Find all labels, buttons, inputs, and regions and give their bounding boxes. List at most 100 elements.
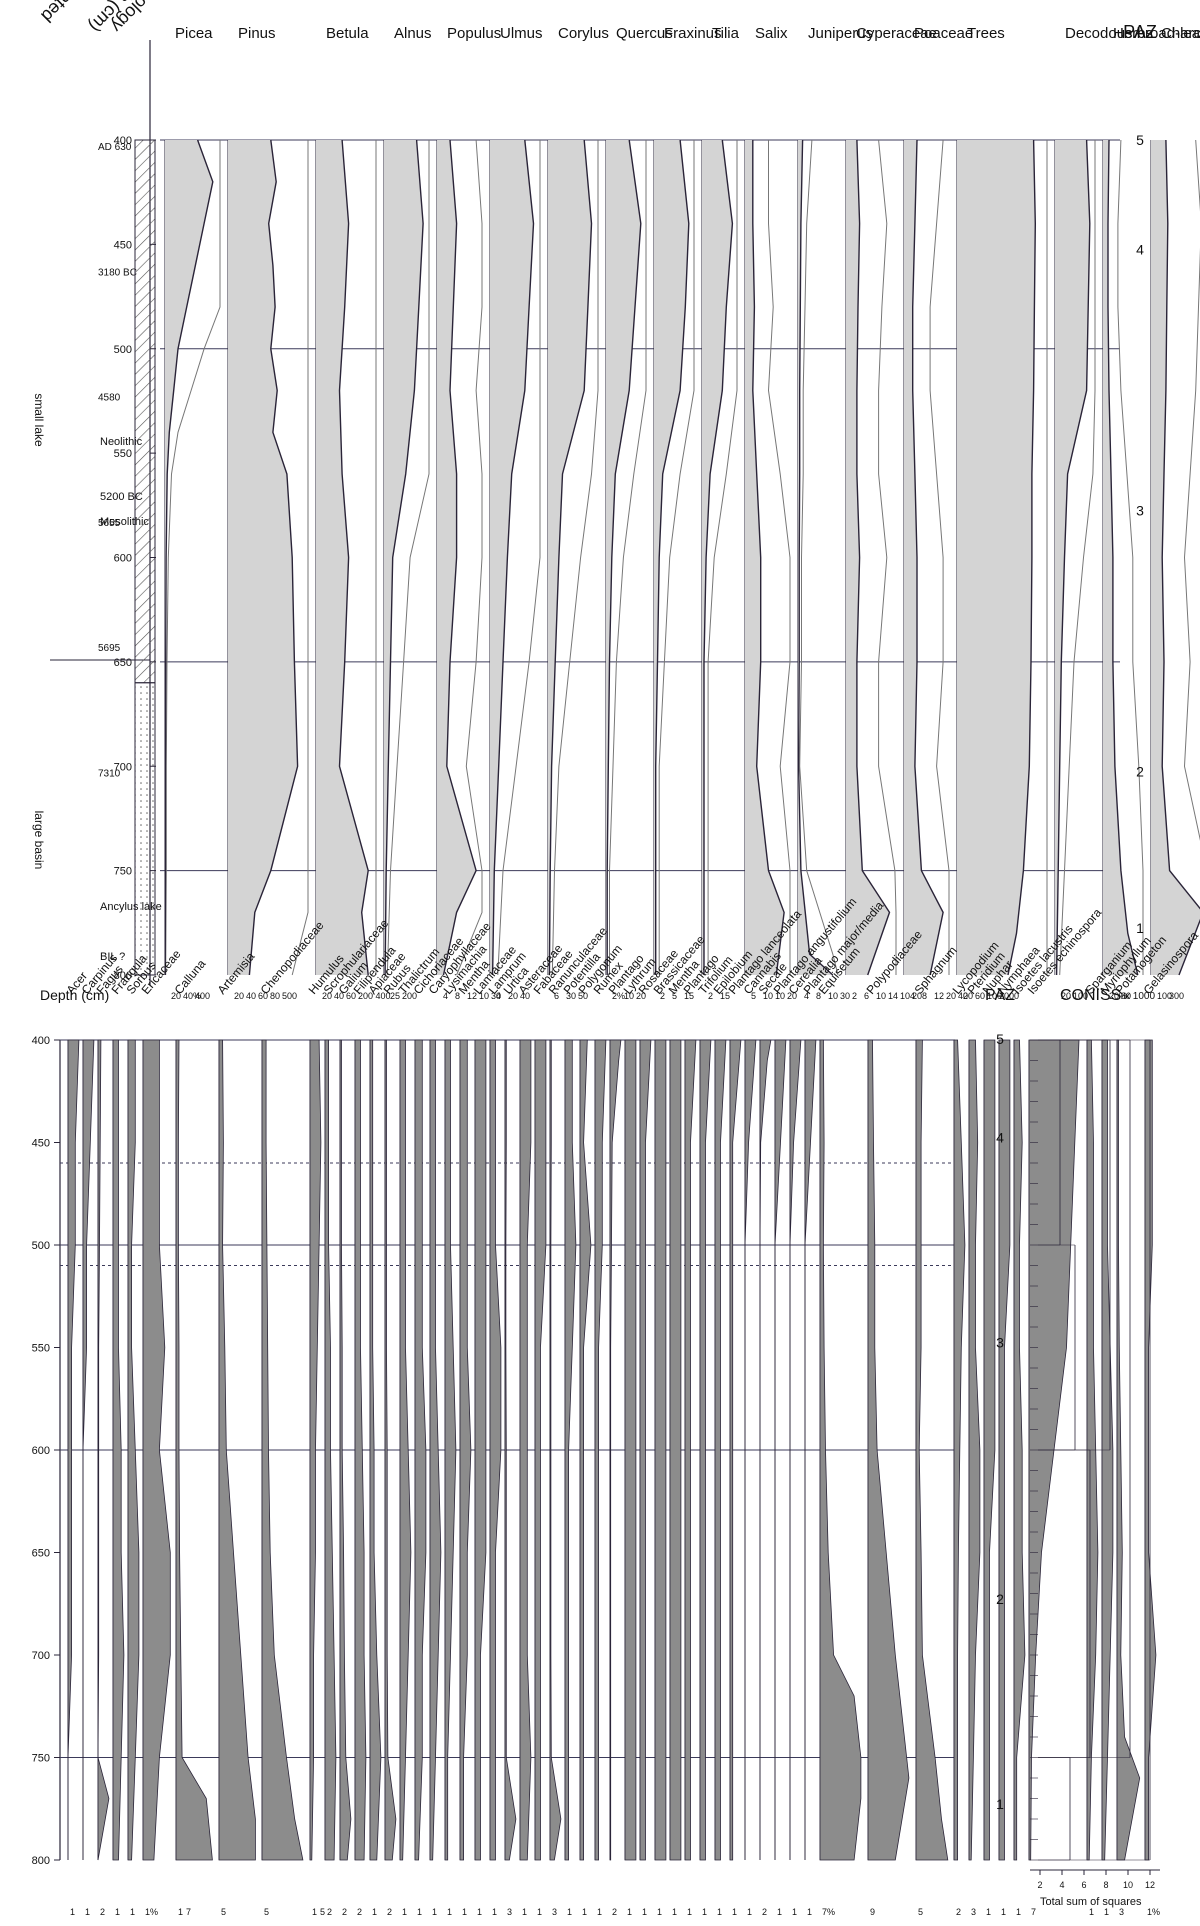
taxon-tick-quercus-0: 2%	[612, 991, 625, 1001]
lower-taxon-area-lythrum	[624, 1039, 637, 1861]
lower-taxon-tick-caryophyllaceae-17-0: 1	[432, 1907, 437, 1917]
lower-depth-tick-label-500: 500	[32, 1240, 50, 1252]
lower-taxon-tick-cannabis-38-0: 1	[747, 1907, 752, 1917]
taxon-curve-picea	[164, 139, 214, 976]
lower-taxon-area-thalictrum	[399, 1039, 412, 1861]
lower-taxon-area-lysimachia	[444, 1039, 457, 1861]
lower-taxon-tick-thalictrum-15-0: 1	[402, 1907, 407, 1917]
taxon-name-poaceae: Poaceae	[914, 25, 973, 42]
lower-taxon-area-calluna	[175, 1039, 213, 1861]
taxon-tick-juniperus-3: 30	[840, 991, 850, 1001]
coniss-tick-label-4: 4	[1059, 1880, 1064, 1890]
lower-taxon-area-epilobium	[714, 1039, 727, 1861]
depth-tick-label-550: 550	[114, 448, 132, 460]
paz-zone-upper-5: 5	[1136, 132, 1144, 148]
taxon-exaggeration-fraxinus	[658, 140, 695, 975]
depth-tick-label-650: 650	[114, 657, 132, 669]
age-label-4580: 4580	[98, 393, 121, 404]
taxon-tick-alnus-1: 200	[402, 991, 417, 1001]
taxon-area-trees	[957, 140, 1036, 975]
taxon-tick-corylus-0: 6	[554, 991, 559, 1001]
taxon-curve-trees	[1007, 139, 1037, 976]
age-label-3180-bc: 3180 BC	[98, 267, 137, 278]
lower-taxon-tick-sphagnum-45-0: 5	[918, 1907, 923, 1917]
taxon-column-herbs: Herbs 20%80	[1102, 25, 1153, 1001]
taxon-tick-decodous-broad-leaved-trees-1: 100	[1073, 991, 1088, 1001]
lower-taxon-area-frangula	[112, 1039, 125, 1861]
paz-zone-upper-4: 4	[1136, 241, 1144, 257]
lower-taxon-tick-lysimachia-18-0: 1	[447, 1907, 452, 1917]
lower-taxon-tick-lamiaceae-20-0: 1	[477, 1907, 482, 1917]
lower-ylabel: Depth (cm)	[40, 987, 109, 1003]
taxon-tick-salix-3: 20	[787, 991, 797, 1001]
lower-taxon-tick-potamogeton-54-0: 3	[1119, 1907, 1124, 1917]
depth-tick-label-400: 400	[114, 135, 132, 147]
taxon-curve-tilia	[703, 139, 734, 975]
lower-taxon-tick-brassicaceae-32-0: 1	[657, 1907, 662, 1917]
taxon-tick-pinus-2: 60	[258, 991, 268, 1001]
taxon-tick-pinus-0: 20	[234, 991, 244, 1001]
lower-taxon-tick-cerealia-41-0: 1	[792, 1907, 797, 1917]
taxon-tick-populus-4: 30	[491, 991, 501, 1001]
lower-depth-tick-label-650: 650	[32, 1548, 50, 1560]
taxon-tick-trees-0: 20	[963, 991, 973, 1001]
taxon-tick-cyperaceae-4: 10	[900, 991, 910, 1001]
lower-taxon-area-cerealia	[789, 1039, 802, 1860]
lower-taxon-tick-frangula-3-0: 1	[115, 1907, 120, 1917]
taxon-name-picea: Picea	[175, 25, 213, 42]
taxon-name-betula: Betula	[326, 25, 369, 42]
taxon-exaggeration-juniperus	[799, 139, 839, 976]
taxon-tick-alnus-0: 25	[390, 991, 400, 1001]
lower-taxon-area-nuphar	[983, 1039, 996, 1861]
taxon-tick-populus-2: 12	[467, 991, 477, 1001]
taxon-tick-pinus-3: 80	[270, 991, 280, 1001]
taxon-area-juniperus	[798, 140, 833, 975]
taxon-tick-cyperaceae-0: 2	[852, 991, 857, 1001]
taxon-tick-populus-1: 8	[455, 991, 460, 1001]
taxon-exaggeration-alnus	[386, 140, 430, 976]
taxon-curve-populus	[442, 139, 477, 976]
taxon-tick-cyperaceae-1: 6	[864, 991, 869, 1001]
depth-tick-label-450: 450	[114, 239, 132, 251]
coniss-axis-label: Total sum of squares	[1040, 1896, 1142, 1908]
lower-taxon-area-isoetes-lacustris	[1013, 1039, 1026, 1861]
taxon-tick-picea-0: 20	[171, 991, 181, 1001]
taxon-name-decodous-broad-leaved-trees: Decodous broad-leaved trees	[1065, 25, 1200, 42]
taxon-tick-betula-0: 20	[322, 991, 332, 1001]
coniss-tick-label-10: 10	[1123, 1880, 1133, 1890]
lower-taxon-tick-fagus-2-0: 2	[100, 1907, 105, 1917]
lower-taxon-area-sorbus	[127, 1039, 140, 1861]
lower-taxon-area-urtica	[504, 1039, 517, 1861]
taxon-curve-ulmus	[491, 139, 535, 976]
taxon-tick-charcoal-0: 100	[1157, 991, 1172, 1001]
lower-taxon-area-plantago-angustifolium	[774, 1039, 787, 1860]
lower-taxon-tick-potentilla-26-0: 1	[567, 1907, 572, 1917]
lower-taxon-area-gelasinospora	[1144, 1039, 1157, 1861]
lower-taxon-area-scrophulariaceae	[324, 1039, 337, 1861]
taxon-tick-herbs-0: 20%	[1109, 991, 1127, 1001]
lower-taxon-tick-pteridium-47-0: 3	[971, 1907, 976, 1917]
lower-taxon-tick-lycopodium-46-0: 2	[956, 1907, 961, 1917]
taxon-column-betula: Betula 20 40 60 200 400	[315, 25, 391, 1001]
taxon-tick-pinus-4: 500	[282, 991, 297, 1001]
lower-taxon-tick-rubus-14-0: 2	[387, 1907, 392, 1917]
lower-taxon-area-fagus	[97, 1039, 110, 1861]
paz-zone-upper-1: 1	[1136, 920, 1144, 936]
taxon-name-ulmus: Ulmus	[500, 25, 543, 42]
lower-taxon-area-rosaceae	[639, 1039, 652, 1861]
lower-taxon-tick-scrophulariaceae-10-0: 2	[327, 1907, 332, 1917]
taxon-tick-picea-1: 40%	[183, 991, 201, 1001]
age-label-5695: 5695	[98, 643, 121, 654]
taxon-column-quercus: Quercus 2%10 20	[605, 25, 673, 1001]
